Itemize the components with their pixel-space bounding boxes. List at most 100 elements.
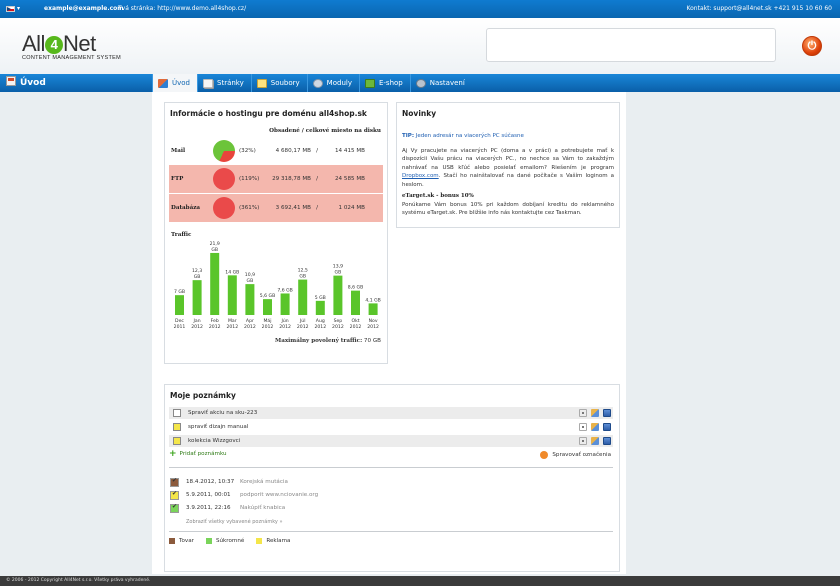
traffic-data-label: 12,3 — [192, 268, 202, 274]
nav-tabs: Úvod Stránky Soubory Moduly E-shop Nasta… — [152, 74, 472, 92]
note-checkbox[interactable] — [173, 423, 181, 431]
traffic-month-label: Júl — [299, 317, 306, 324]
main-navigation: Úvod Úvod Stránky Soubory Moduly E-shop … — [0, 74, 840, 92]
legend-item-reklama: Reklama — [256, 538, 291, 544]
usage-pie — [213, 197, 235, 219]
footer: © 2006 - 2012 Copyright All4Net s.r.o. V… — [0, 576, 840, 586]
header-banner-box — [486, 28, 776, 62]
logout-power-icon[interactable]: ⏻ — [802, 36, 822, 56]
traffic-bar — [210, 252, 220, 315]
note-checkbox[interactable] — [173, 437, 181, 445]
move-icon[interactable] — [579, 423, 587, 431]
settings-icon — [415, 78, 426, 88]
traffic-label: Traffic — [171, 232, 192, 238]
shop-icon — [364, 78, 375, 88]
traffic-bar — [298, 279, 308, 315]
hosting-info-panel: Informácie o hostingu pre doménu all4sho… — [164, 102, 388, 364]
traffic-data-label: 12,5 — [298, 268, 308, 274]
add-note-button[interactable]: + Pridať poznámku — [169, 449, 227, 459]
notes-title: Moje poznámky — [170, 391, 236, 400]
tab-uvod[interactable]: Úvod — [152, 74, 197, 92]
pages-icon — [203, 78, 213, 88]
current-page-title: Úvod — [6, 76, 46, 88]
completed-checkbox[interactable] — [170, 503, 179, 513]
edit-icon[interactable] — [591, 409, 599, 417]
tab-moduly[interactable]: Moduly — [306, 74, 359, 92]
note-item[interactable]: Spraviť akciu na sku-223 — [169, 407, 613, 419]
usage-used: 29 318,78 MB — [272, 176, 311, 182]
modules-icon — [312, 78, 323, 88]
traffic-data-label: 4,1 GB — [365, 297, 380, 303]
divider — [169, 531, 613, 532]
completed-text: Korejská mutácia — [240, 479, 288, 485]
traffic-month-label: Sep — [334, 318, 343, 324]
completed-checkbox[interactable] — [170, 490, 179, 500]
delete-icon[interactable] — [603, 437, 611, 445]
etarget-title: eTarget.sk - bonus 10% — [402, 193, 474, 199]
support-contact: Kontakt: support@all4net.sk +421 915 10 … — [686, 5, 833, 12]
traffic-bar-chart: 7 GBDec201112,3GBJan201221,9GBFeb201214 … — [174, 241, 381, 330]
completed-text: podporit www.nciovanie.org — [240, 492, 319, 498]
traffic-month-label: Máj — [263, 317, 271, 324]
traffic-data-label: 7 GB — [174, 289, 185, 295]
traffic-month-label: 2012 — [244, 324, 256, 330]
dropbox-link[interactable]: Dropbox.com — [402, 173, 439, 179]
usage-total: 24 585 MB — [334, 176, 365, 182]
note-item[interactable]: spraviť dizajn manual — [169, 421, 613, 433]
delete-icon[interactable] — [603, 423, 611, 431]
tab-stranky[interactable]: Stránky — [197, 74, 251, 92]
tab-nastaveni[interactable]: Nastavení — [409, 74, 472, 92]
usage-percent: (32%) — [239, 148, 256, 154]
logo[interactable]: All 4 Net CONTENT MANAGEMENT SYSTEM — [22, 31, 121, 61]
usage-total: 14 415 MB — [334, 148, 365, 154]
edit-icon[interactable] — [591, 423, 599, 431]
usage-percent: (119%) — [239, 176, 260, 182]
completed-checkbox[interactable] — [170, 477, 179, 487]
traffic-bar — [368, 303, 378, 315]
usage-percent: (361%) — [239, 205, 260, 211]
show-all-completed-link[interactable]: Zobraziť všetky vybavené poznámky » — [186, 519, 283, 525]
manage-labels-button[interactable]: Spravovať označenia — [540, 451, 611, 459]
traffic-bar — [333, 275, 343, 315]
max-traffic: Maximálny povolený traffic: 70 GB — [275, 338, 381, 344]
traffic-data-label: GB — [335, 270, 342, 276]
delete-icon[interactable] — [603, 409, 611, 417]
notes-legend: Tovar Súkromné Reklama — [169, 538, 291, 544]
traffic-month-label: 2012 — [350, 324, 362, 330]
news-tip[interactable]: TIP: Jeden adresár na viacerých PC súčas… — [402, 133, 524, 139]
note-text[interactable]: kolekcia Wizzgovci — [188, 438, 241, 444]
labels-icon — [540, 451, 549, 459]
site-url[interactable]: Tvá stránka: http://www.demo.all4shop.cz… — [118, 5, 247, 12]
note-text[interactable]: Spraviť akciu na sku-223 — [188, 410, 258, 416]
tab-soubory[interactable]: Soubory — [250, 74, 307, 92]
traffic-bar — [175, 295, 184, 315]
traffic-month-label: 2011 — [174, 324, 186, 330]
plus-icon: + — [169, 449, 177, 459]
traffic-month-label: Jan — [193, 318, 201, 324]
traffic-bar — [315, 300, 325, 315]
completed-text: Nakúpiť knabica — [240, 505, 286, 511]
language-flag-icon[interactable] — [6, 6, 15, 12]
note-item[interactable]: kolekcia Wizzgovci — [169, 435, 613, 447]
traffic-bar — [263, 299, 272, 315]
hosting-title: Informácie o hostingu pre doménu all4sho… — [170, 109, 367, 118]
traffic-data-label: GB — [211, 247, 218, 253]
legend-item-sukromne: Súkromné — [205, 538, 244, 544]
language-dropdown-icon[interactable]: ▾ — [17, 5, 21, 12]
edit-icon[interactable] — [591, 437, 599, 445]
traffic-month-label: 2012 — [297, 324, 309, 330]
traffic-month-label: Feb — [211, 318, 219, 324]
tab-eshop[interactable]: E-shop — [358, 74, 410, 92]
move-icon[interactable] — [579, 437, 587, 445]
traffic-data-label: GB — [299, 274, 306, 280]
note-checkbox[interactable] — [173, 409, 181, 417]
user-email[interactable]: example@example.com — [44, 5, 124, 12]
note-text[interactable]: spraviť dizajn manual — [188, 424, 249, 430]
move-icon[interactable] — [579, 409, 587, 417]
logo-tagline: CONTENT MANAGEMENT SYSTEM — [22, 55, 121, 61]
etarget-text: Ponúkame Vám bonus 10% pri každom dobíja… — [402, 201, 614, 217]
traffic-data-label: 14 GB — [225, 269, 239, 275]
usage-pie — [213, 140, 235, 162]
traffic-data-label: 7,6 GB — [277, 287, 292, 293]
content-area: Informácie o hostingu pre doménu all4sho… — [152, 92, 626, 574]
